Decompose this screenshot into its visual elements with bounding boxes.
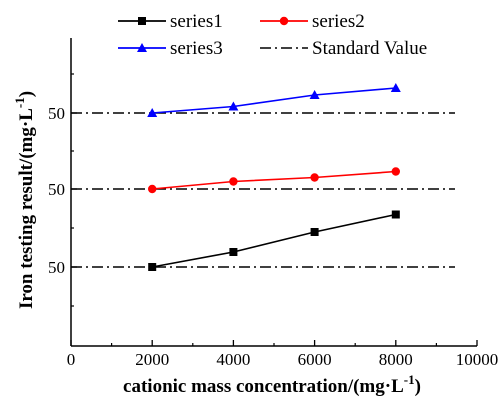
series1-line — [152, 213, 396, 268]
plot-area — [71, 83, 455, 271]
series3-point-1 — [228, 101, 239, 111]
x-tick-label: 0 — [67, 350, 76, 369]
series3-point-0 — [147, 108, 158, 117]
series1-point-0 — [148, 263, 157, 271]
y-tick-label: 50 — [48, 104, 65, 123]
y-axis-title-superscript: -1 — [12, 97, 27, 108]
series2-point-2 — [310, 173, 319, 182]
x-tick-label: 8000 — [379, 350, 413, 369]
series2-point-0 — [148, 184, 157, 194]
series3-point-3 — [390, 83, 401, 92]
legend: series1 series2 series3 Standard Value — [118, 11, 427, 59]
x-axis-title-superscript: -1 — [404, 372, 415, 387]
y-tick-label: 50 — [48, 180, 65, 199]
series2-point-1 — [229, 177, 238, 186]
axes: 0 2000 4000 6000 8000 10000 50 50 50 — [48, 38, 498, 369]
legend-label-series2: series2 — [312, 11, 365, 32]
legend-marker-series1 — [138, 17, 146, 25]
x-tick-label: 6000 — [298, 350, 332, 369]
x-tick-label: 4000 — [216, 350, 250, 369]
x-tick-label: 2000 — [135, 350, 169, 369]
legend-label-series1: series1 — [170, 11, 223, 32]
y-tick-label: 50 — [48, 258, 65, 277]
legend-label-standard: Standard Value — [312, 38, 427, 59]
x-axis-title: cationic mass concentration/(mg·L-1) — [123, 372, 421, 397]
legend-marker-series2 — [279, 16, 289, 26]
series1-point-1 — [229, 248, 238, 256]
series3-point-2 — [309, 90, 320, 99]
x-tick-label: 10000 — [456, 350, 499, 369]
y-axis-title-text: Iron testing result/(mg·L — [16, 108, 37, 309]
legend-label-series3: series3 — [170, 38, 223, 59]
y-axis-title-tail: ) — [16, 91, 37, 97]
legend-marker-series3 — [137, 43, 147, 52]
series1-point-3 — [391, 210, 400, 219]
series3-line — [152, 87, 396, 114]
series1-point-2 — [310, 228, 319, 236]
y-axis-title: Iron testing result/(mg·L-1) — [12, 91, 37, 309]
x-axis-title-text: cationic mass concentration/(mg·L — [123, 376, 404, 397]
series2-line — [152, 170, 396, 190]
series2-point-3 — [391, 167, 400, 176]
x-axis-title-tail: ) — [415, 376, 421, 397]
